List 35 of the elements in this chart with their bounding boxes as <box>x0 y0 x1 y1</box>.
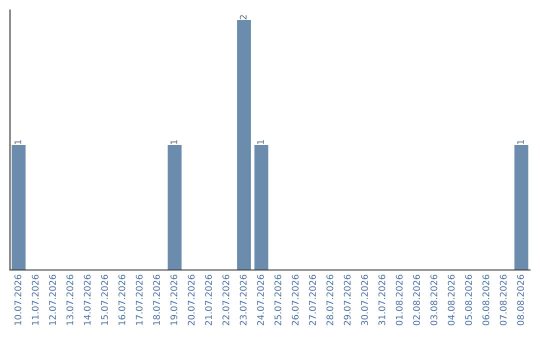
x-tick-label: 02.08.2026 <box>413 274 420 326</box>
x-tick-label: 12.07.2026 <box>49 274 56 325</box>
x-tick-label: 20.07.2026 <box>188 274 195 326</box>
x-tick-label: 29.07.2026 <box>344 274 351 326</box>
x-tick-label: 25.07.2026 <box>274 274 282 326</box>
x-tick-label: 04.08.2026 <box>448 274 455 326</box>
data-label: 1 <box>170 140 178 144</box>
data-label: 1 <box>14 140 22 144</box>
x-tick-label: 15.07.2026 <box>101 274 108 325</box>
x-tick-label: 05.08.2026 <box>465 274 472 326</box>
x-tick-label: 31.07.2026 <box>378 274 386 326</box>
x-tick-label: 28.07.2026 <box>326 274 334 326</box>
data-label: 1 <box>257 140 264 144</box>
x-tick-label: 08.08.2026 <box>517 274 524 326</box>
x-tick-label: 17.07.2026 <box>136 274 143 325</box>
x-tick-label: 03.08.2026 <box>430 274 438 326</box>
data-label: 1 <box>517 140 524 144</box>
x-tick-label: 18.07.2026 <box>153 274 160 325</box>
x-tick-label: 26.07.2026 <box>292 274 299 326</box>
x-tick-label: 22.07.2026 <box>222 274 230 326</box>
x-tick-label: 24.07.2026 <box>257 274 264 326</box>
x-tick-label: 30.07.2026 <box>361 274 368 326</box>
x-tick-label: 07.08.2026 <box>500 274 507 326</box>
x-tick-label: 19.07.2026 <box>170 274 178 325</box>
x-tick-label: 21.07.2026 <box>205 274 212 326</box>
x-tick-label: 10.07.2026 <box>14 274 22 325</box>
x-tick-label: 01.08.2026 <box>396 274 403 326</box>
x-tick-label: 16.07.2026 <box>118 274 126 325</box>
x-tick-label: 11.07.2026 <box>32 274 39 325</box>
x-tick-label: 13.07.2026 <box>66 274 74 325</box>
data-label: 2 <box>240 15 246 20</box>
x-tick-label: 23.07.2026 <box>240 274 247 326</box>
x-tick-label: 27.07.2026 <box>309 274 316 326</box>
x-tick-label: 06.08.2026 <box>482 274 490 326</box>
x-tick-label: 14.07.2026 <box>84 274 91 325</box>
